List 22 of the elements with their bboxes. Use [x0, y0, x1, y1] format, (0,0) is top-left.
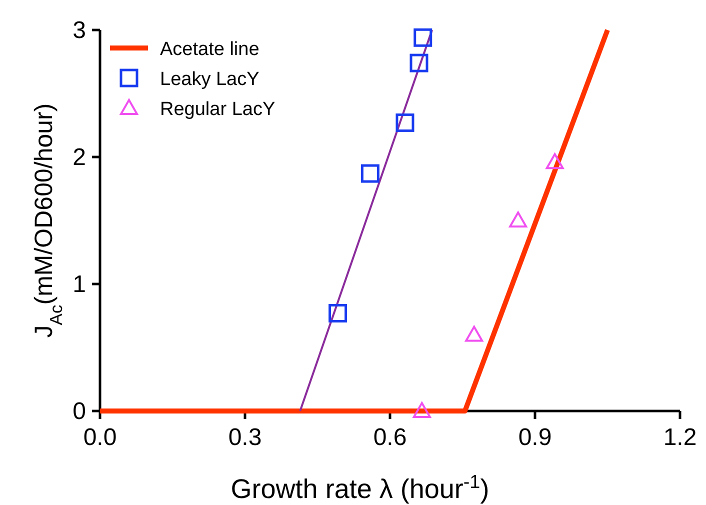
x-tick-label: 0.6 [373, 424, 407, 451]
legend-label: Acetate line [160, 39, 260, 60]
legend-label: Leaky LacY [160, 69, 260, 90]
point [465, 326, 484, 342]
y-tick-label: 1 [72, 271, 86, 298]
legend-label: Regular LacY [160, 99, 276, 120]
y-tick-label: 3 [72, 17, 86, 44]
point [360, 164, 380, 183]
y-tick-label: 0 [72, 398, 86, 425]
point [412, 402, 431, 418]
point [410, 54, 428, 72]
x-tick-label: 0.3 [228, 424, 262, 451]
x-tick-label: 1.2 [663, 424, 697, 451]
x-tick-label: 0.0 [83, 424, 117, 451]
x-axis-title: Growth rate λ (hour$^{-1}$) [230, 472, 490, 504]
point [546, 153, 564, 170]
point [414, 28, 432, 47]
point [509, 212, 528, 228]
y-tick-label: 2 [72, 144, 86, 171]
x-tick-label: 0.9 [518, 424, 552, 451]
point [396, 113, 414, 132]
point [328, 304, 348, 322]
